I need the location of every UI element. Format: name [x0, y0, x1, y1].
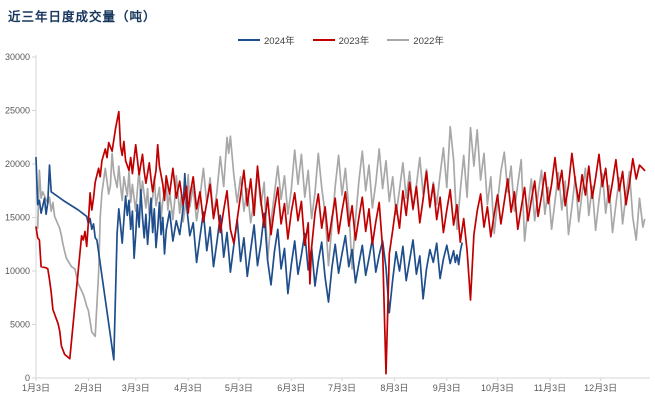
y-axis-tick-label: 25000 — [5, 106, 30, 116]
x-axis-tick-label: 4月3日 — [174, 383, 202, 393]
y-axis-tick-label: 20000 — [5, 159, 30, 169]
legend-label-2022: 2022年 — [413, 36, 444, 47]
x-axis-tick-label: 1月3日 — [22, 383, 50, 393]
x-axis-tick-label: 7月3日 — [328, 383, 356, 393]
x-axis-tick-label: 3月3日 — [122, 383, 150, 393]
legend-line-2023-icon — [312, 38, 335, 42]
y-axis-tick-label: 15000 — [5, 213, 30, 223]
legend-line-2022-icon — [387, 38, 410, 42]
y-axis-tick-label: 0 — [25, 373, 30, 383]
x-axis-tick-label: 6月3日 — [277, 383, 305, 393]
legend-item-2023: 2023年 — [312, 33, 370, 47]
series-line-2022年 — [36, 125, 646, 338]
legend-item-2022: 2022年 — [387, 33, 444, 47]
x-axis-tick-label: 8月3日 — [380, 383, 408, 393]
legend-label-2023: 2023年 — [338, 36, 370, 47]
x-axis-tick-label: 10月3日 — [481, 383, 514, 393]
y-axis-tick-label: 5000 — [10, 320, 30, 330]
y-axis-tick-label: 10000 — [5, 266, 30, 276]
chart-legend: 2024年 2023年 2022年 — [238, 33, 444, 47]
legend-item-2024: 2024年 — [238, 33, 295, 47]
x-axis-tick-label: 9月3日 — [433, 383, 461, 393]
x-axis-tick-label: 12月3日 — [584, 383, 617, 393]
series-line-2023年 — [35, 110, 646, 375]
chart-title: 近三年日度成交量（吨） — [8, 10, 157, 24]
x-axis-tick-label: 5月3日 — [225, 383, 253, 393]
x-axis-tick-label: 11月3日 — [534, 383, 566, 393]
y-axis-tick-label: 30000 — [5, 52, 30, 62]
legend-line-2024-icon — [238, 38, 260, 42]
x-axis-tick-label: 2月3日 — [74, 383, 102, 393]
legend-label-2024: 2024年 — [264, 36, 295, 47]
